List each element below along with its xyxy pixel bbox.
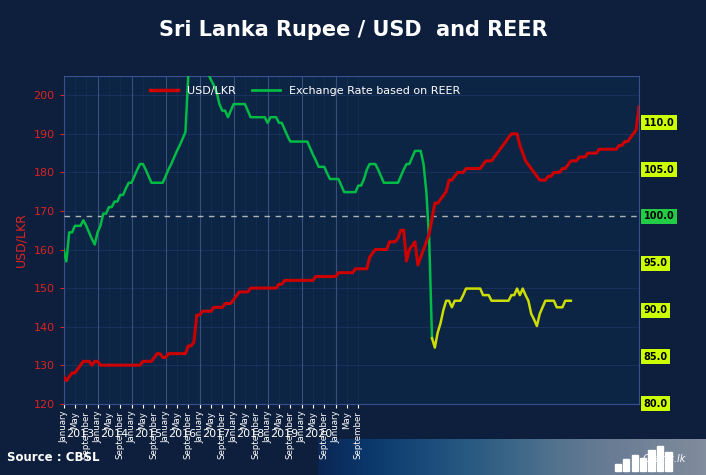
FancyArrow shape: [657, 446, 664, 471]
FancyArrow shape: [623, 459, 630, 471]
Text: 2020: 2020: [304, 429, 333, 439]
Text: 2014: 2014: [100, 429, 128, 439]
Text: 105.0: 105.0: [644, 165, 674, 175]
Text: Charts.lk: Charts.lk: [642, 454, 686, 464]
Text: 2019: 2019: [270, 429, 299, 439]
Text: 2018: 2018: [237, 429, 265, 439]
Text: 85.0: 85.0: [644, 352, 668, 362]
Text: 2013: 2013: [66, 429, 95, 439]
Text: 110.0: 110.0: [644, 118, 674, 128]
Text: 100.0: 100.0: [644, 211, 674, 221]
FancyArrow shape: [632, 455, 638, 471]
Text: Sri Lanka Rupee / USD  and REER: Sri Lanka Rupee / USD and REER: [159, 19, 547, 40]
Text: Source : CBSL: Source : CBSL: [7, 451, 100, 464]
Y-axis label: USD/LKR: USD/LKR: [15, 212, 28, 267]
Text: 2017: 2017: [203, 429, 231, 439]
FancyArrow shape: [615, 464, 621, 471]
FancyArrow shape: [640, 458, 647, 471]
FancyArrow shape: [649, 450, 655, 471]
Legend: USD/LKR, Exchange Rate based on REER: USD/LKR, Exchange Rate based on REER: [145, 82, 465, 100]
Text: 90.0: 90.0: [644, 305, 668, 315]
Text: 80.0: 80.0: [644, 399, 668, 409]
Text: 95.0: 95.0: [644, 258, 668, 268]
Text: 2015: 2015: [135, 429, 162, 439]
Text: 2016: 2016: [169, 429, 197, 439]
FancyArrow shape: [666, 452, 672, 471]
